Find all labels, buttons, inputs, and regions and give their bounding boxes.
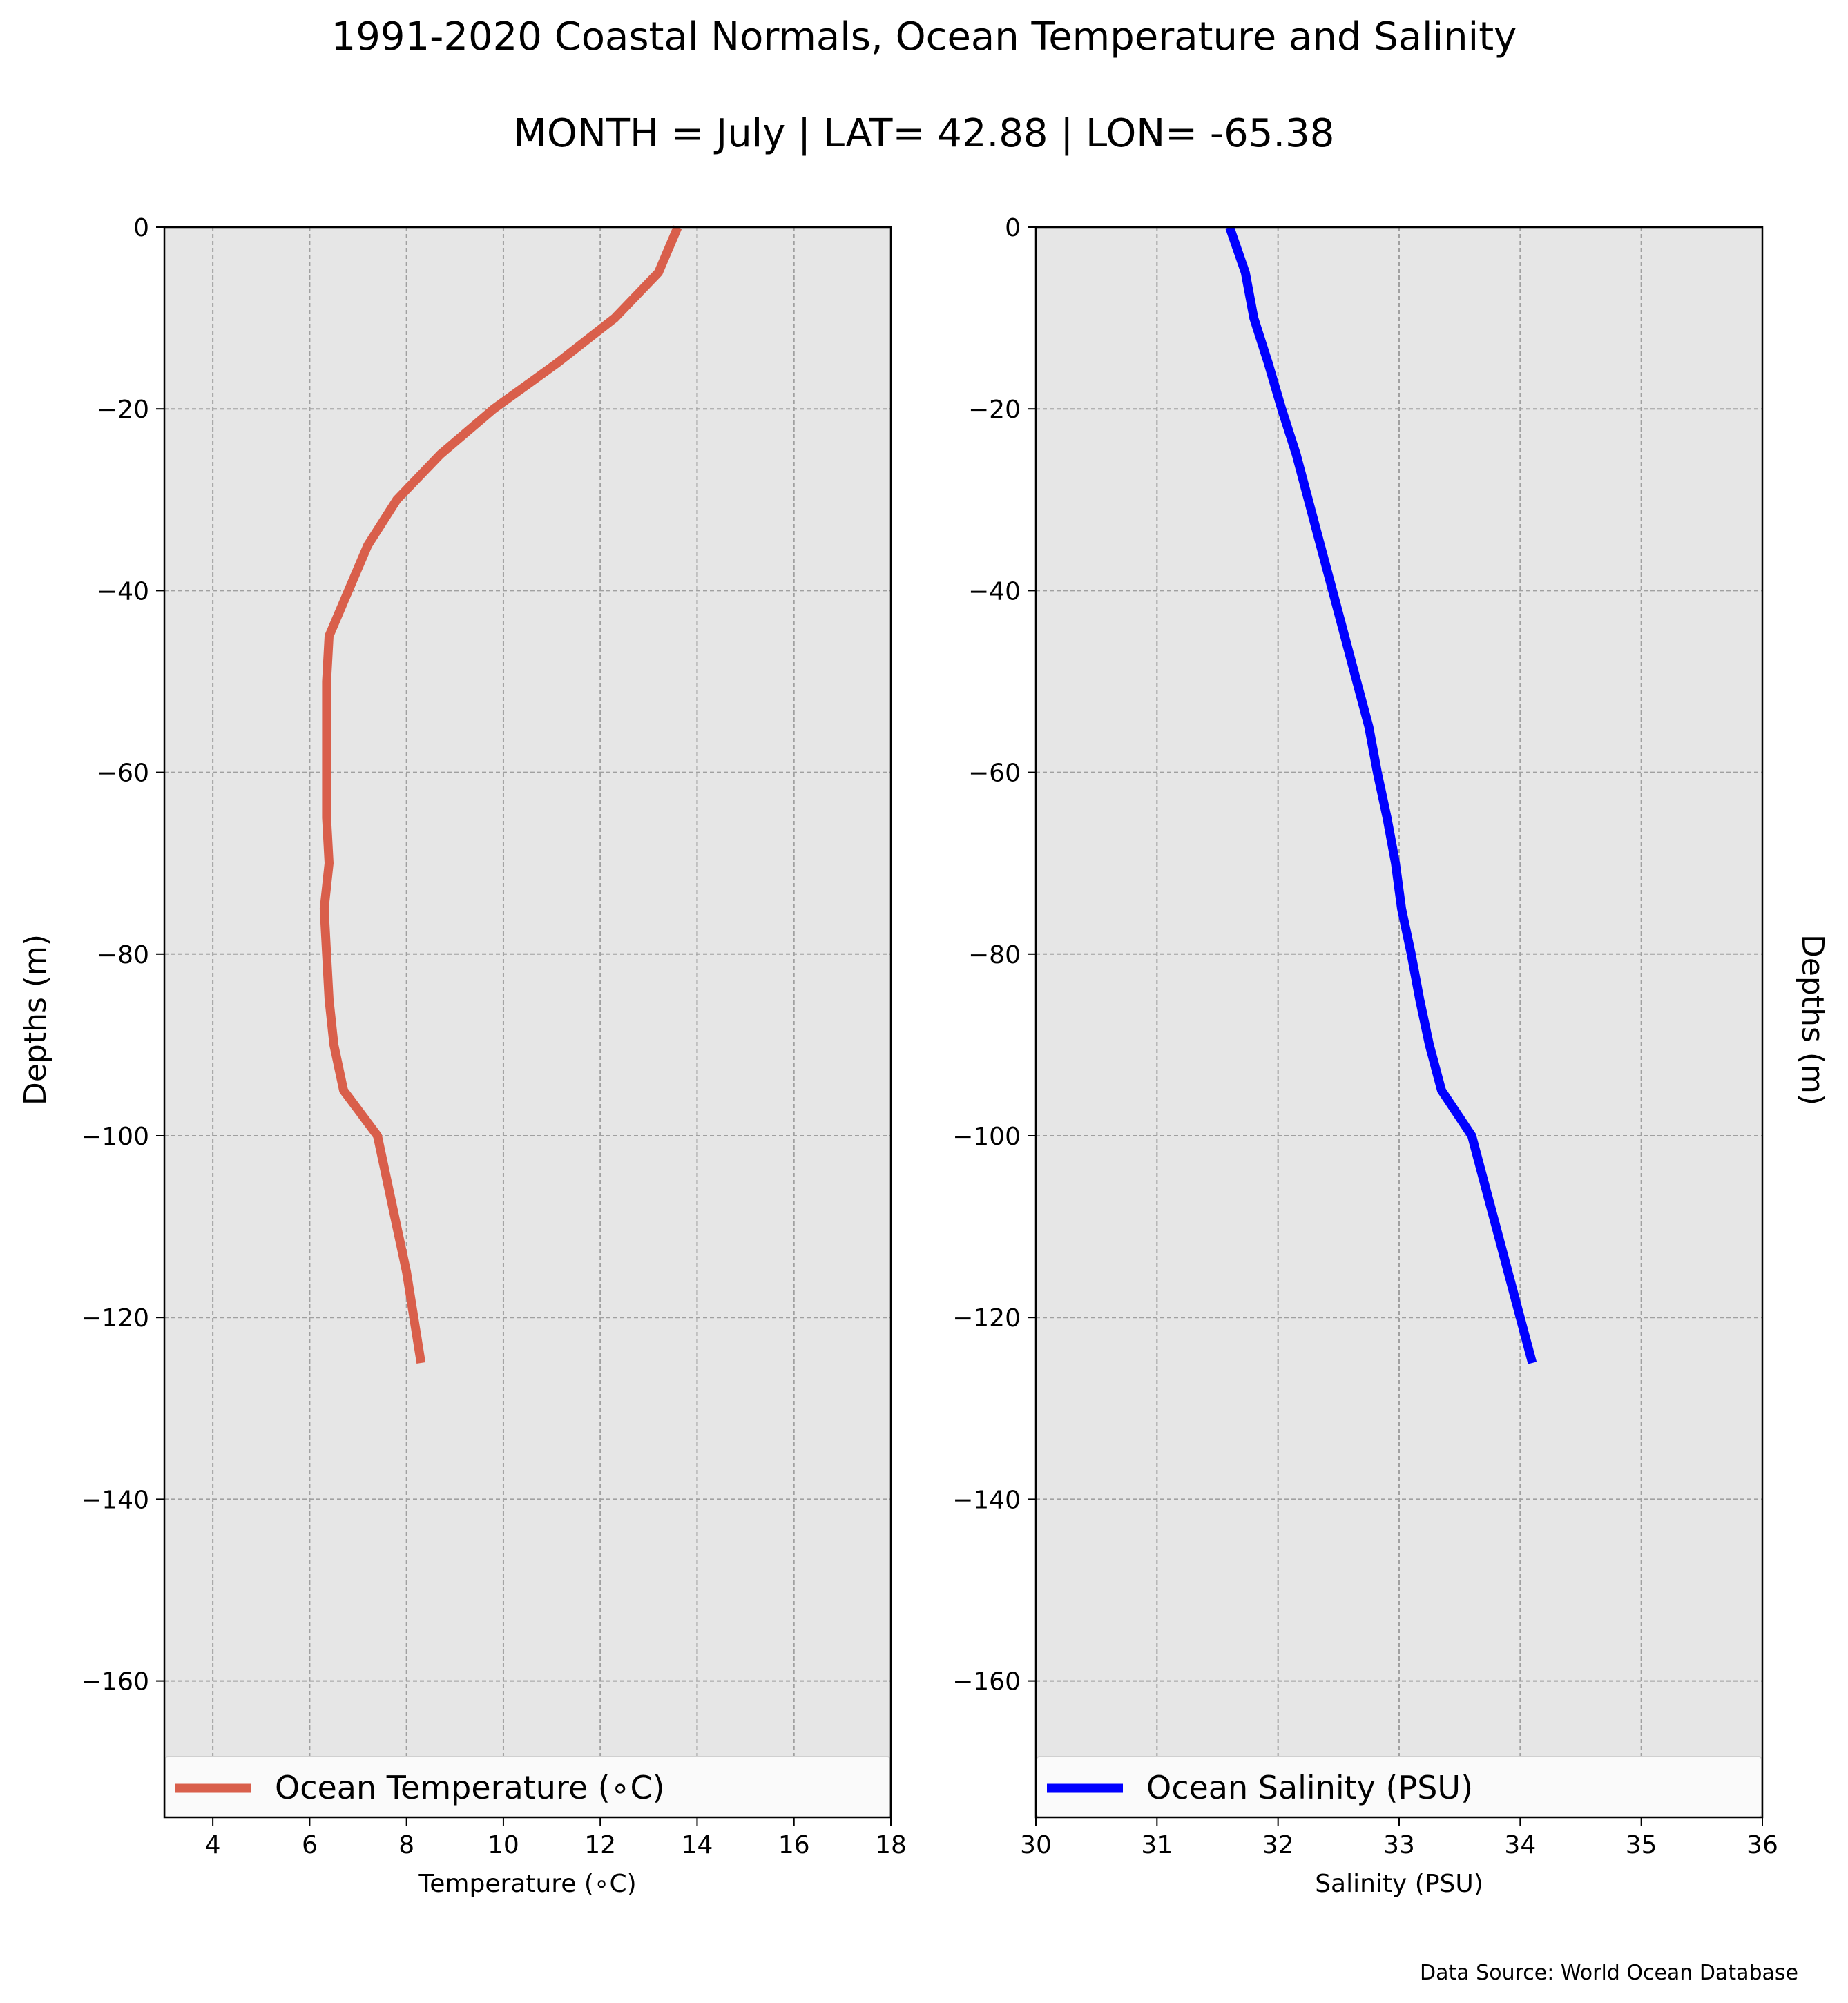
salinity-legend-label: Ocean Salinity (PSU) [1146,1769,1473,1806]
temperature-x-tick-label: 12 [584,1831,616,1859]
salinity-x-tick-label: 36 [1746,1831,1778,1859]
temperature-y-tick-label: −160 [81,1668,149,1696]
temperature-x-tick-label: 8 [398,1831,414,1859]
temperature-series-line [319,225,682,1364]
salinity-panel: Ocean Salinity (PSU) 30 31 32 33 34 35 36 0 −20 −4… [952,214,1778,1898]
salinity-x-tick-label: 30 [1020,1831,1052,1859]
temperature-axes-frame [163,226,892,1819]
chart-title: 1991-2020 Coastal Normals, Ocean Tempera… [331,14,1517,59]
temperature-y-tick-label: 0 [133,214,149,242]
data-source-note: Data Source: World Ocean Database [1420,1961,1798,1985]
temperature-plot-area [164,227,891,1817]
salinity-y-tick-label: −140 [952,1486,1021,1514]
temperature-panel: Ocean Temperature (∘C) 4 6 8 10 12 14 16 18 0 −20 −… [81,214,907,1898]
left-y-axis-label: Depths (m) [18,934,53,1105]
salinity-x-axis-label: Salinity (PSU) [1315,1870,1483,1898]
salinity-x-tick-label: 34 [1504,1831,1536,1859]
salinity-y-tick-label: −20 [968,396,1021,424]
salinity-y-tick-label: −100 [952,1123,1021,1151]
temperature-y-tick-label: −20 [97,396,149,424]
salinity-y-tick-label: −40 [968,577,1021,606]
salinity-x-tick-label: 32 [1262,1831,1294,1859]
salinity-x-tick-label: 35 [1626,1831,1657,1859]
temperature-x-tick-label: 14 [682,1831,713,1859]
temperature-y-tick-label: −40 [97,577,149,606]
temperature-y-tick-label: −140 [81,1486,149,1514]
temperature-y-tick-label: −100 [81,1123,149,1151]
salinity-series-line [1225,225,1537,1364]
salinity-y-tick-label: −80 [968,941,1021,969]
temperature-x-tick-label: 4 [205,1831,221,1859]
salinity-y-tick-label: 0 [1005,214,1021,242]
temperature-x-tick-label: 6 [302,1831,318,1859]
temperature-y-tick-label: −60 [97,759,149,788]
temperature-y-tick-label: −80 [97,941,149,969]
salinity-y-tick-label: −60 [968,759,1021,788]
temperature-x-tick-label: 10 [488,1831,519,1859]
salinity-y-tick-label: −120 [952,1304,1021,1333]
salinity-x-tick-label: 31 [1141,1831,1173,1859]
right-y-axis-label: Depths (m) [1795,934,1830,1105]
temperature-y-tick-label: −120 [81,1304,149,1333]
chart-subtitle: MONTH = July | LAT= 42.88 | LON= -65.38 [514,111,1335,156]
salinity-y-tick-label: −160 [952,1668,1021,1696]
temperature-x-tick-label: 16 [778,1831,810,1859]
temperature-legend-label: Ocean Temperature (∘C) [275,1769,665,1806]
salinity-x-tick-label: 33 [1383,1831,1415,1859]
temperature-x-tick-label: 18 [875,1831,907,1859]
temperature-x-axis-label: Temperature (∘C) [418,1870,636,1898]
